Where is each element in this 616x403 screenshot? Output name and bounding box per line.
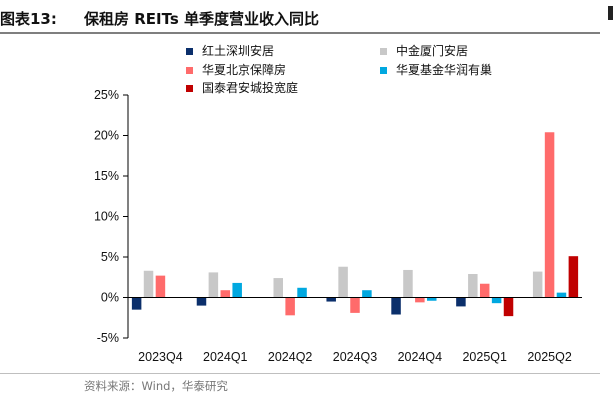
x-tick-label: 2025Q1	[462, 350, 507, 364]
legend-swatch-1	[380, 48, 387, 55]
y-tick-label: 10%	[94, 210, 119, 224]
page-edge-tick	[608, 6, 613, 20]
bar	[491, 297, 502, 304]
bar	[285, 297, 295, 316]
bar	[468, 274, 478, 298]
x-axis: 2023Q4 2024Q1 2024Q2 2024Q3 2024Q4 2025Q1 2025…	[128, 297, 582, 364]
footer-divider	[0, 373, 600, 374]
bar	[297, 287, 307, 298]
bar	[544, 132, 555, 298]
y-tick-label: 25%	[94, 88, 119, 102]
y-tick-label: 15%	[94, 169, 119, 183]
y-tick-label: -5%	[97, 331, 119, 345]
legend-label-0: 红土深圳安居	[202, 43, 274, 58]
bar	[503, 297, 514, 317]
bar	[568, 256, 579, 298]
bar	[208, 272, 219, 298]
bar	[556, 292, 567, 298]
x-tick-label: 2024Q3	[333, 350, 378, 364]
bar	[456, 297, 466, 307]
chart-title: 保租房 REITs 单季度营业收入同比	[84, 10, 319, 28]
bar	[232, 282, 242, 298]
y-tick-label: 20%	[94, 129, 119, 143]
bar	[391, 297, 401, 315]
bar	[427, 297, 437, 301]
bar	[403, 269, 413, 298]
x-tick-label: 2024Q1	[203, 350, 248, 364]
legend-swatch-4	[186, 85, 193, 92]
y-tick-label: 0%	[101, 291, 119, 305]
x-tick-label: 2025Q2	[527, 350, 572, 364]
bar	[131, 297, 142, 310]
bars	[131, 132, 579, 317]
bar	[362, 290, 372, 298]
bar	[143, 270, 154, 298]
legend-label-4: 国泰君安城投宽庭	[202, 80, 298, 95]
bar	[273, 278, 283, 298]
y-axis: -5% 0% 5% 10% 15% 20% 25%	[94, 88, 129, 345]
title-bar: 图表13: 保租房 REITs 单季度营业收入同比	[0, 0, 600, 34]
bar	[415, 297, 425, 303]
x-tick-label: 2023Q4	[138, 350, 183, 364]
legend-swatch-2	[186, 67, 193, 74]
legend-label-2: 华夏北京保障房	[202, 62, 286, 77]
bar	[326, 297, 336, 302]
legend-swatch-0	[186, 48, 193, 55]
x-tick-label: 2024Q2	[268, 350, 313, 364]
figure-label: 图表13:	[0, 10, 57, 28]
legend-label-1: 中金厦门安居	[396, 43, 468, 58]
bar	[532, 271, 543, 298]
bar	[338, 266, 348, 298]
legend-swatch-3	[380, 67, 387, 74]
bar	[350, 297, 360, 313]
page-edge	[604, 0, 616, 403]
x-tick-label: 2024Q4	[398, 350, 443, 364]
source-note: 资料来源：Wind，华泰研究	[84, 379, 228, 393]
bar	[220, 290, 231, 298]
bar	[155, 275, 166, 298]
y-tick-label: 5%	[101, 250, 119, 264]
bar	[479, 283, 490, 298]
bar	[196, 297, 207, 306]
legend-label-3: 华夏基金华润有巢	[396, 62, 492, 77]
